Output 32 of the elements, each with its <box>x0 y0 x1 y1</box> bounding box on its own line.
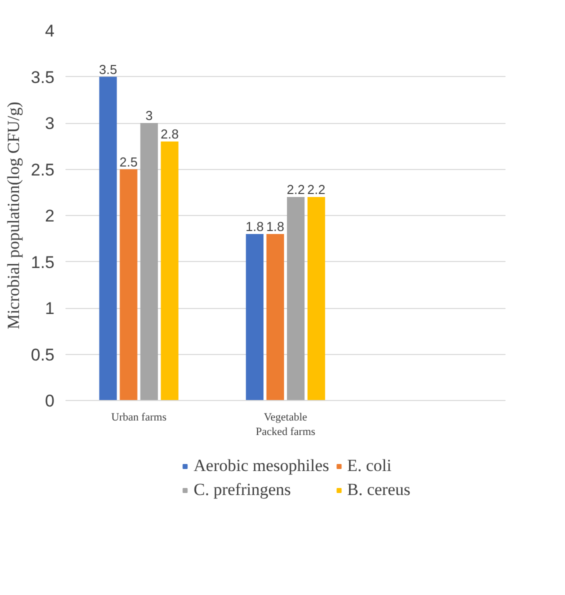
bar <box>160 142 178 400</box>
y-tick-label: 0 <box>45 392 55 410</box>
y-tick-label: 4 <box>45 22 55 40</box>
legend-label: B. cereus <box>347 480 410 500</box>
bar <box>308 197 326 400</box>
y-tick-label: 3 <box>45 114 55 133</box>
data-label: 3.5 <box>98 62 118 77</box>
bar <box>286 197 305 400</box>
y-tick-label: 2 <box>45 206 55 226</box>
data-label: 1.8 <box>266 219 284 234</box>
bar <box>99 76 117 400</box>
data-label: 2.2 <box>307 182 326 197</box>
bar <box>120 169 138 400</box>
y-tick-label: 2.5 <box>30 160 55 180</box>
bar <box>246 234 264 400</box>
y-tick-label: 3.5 <box>30 68 55 87</box>
bar <box>140 123 158 400</box>
x-tick-label: Vegetable Packed farms <box>256 412 316 438</box>
bar <box>266 234 284 400</box>
legend-label: C. prefringens <box>194 480 291 500</box>
data-label: 2.2 <box>286 182 305 197</box>
legend-label: Aerobic mesophiles <box>194 456 330 476</box>
data-label: 1.8 <box>246 219 264 234</box>
data-label: 2.8 <box>160 126 179 142</box>
data-label: 3 <box>145 108 153 123</box>
legend-label: E. coli <box>347 456 392 476</box>
y-tick-label: 0.5 <box>30 345 55 364</box>
y-axis-title: Microbial population(log CFU/g) <box>4 102 23 330</box>
x-tick-label: Urban farms <box>111 412 166 424</box>
y-tick-label: 1 <box>45 299 55 318</box>
y-tick-label: 1.5 <box>30 252 55 272</box>
data-label: 2.5 <box>120 154 138 170</box>
